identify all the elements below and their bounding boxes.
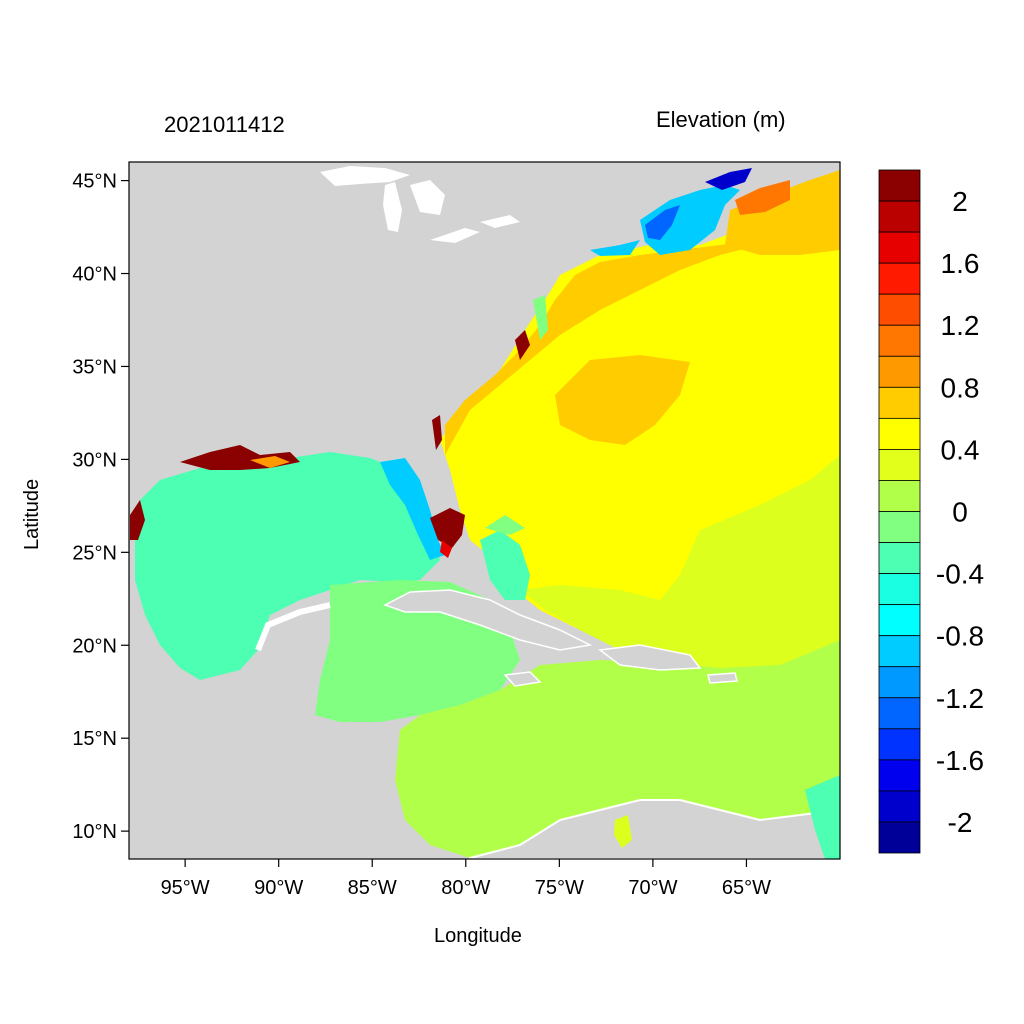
colorbar-swatch bbox=[878, 169, 921, 202]
y-tick-label: 25°N bbox=[72, 542, 117, 564]
y-tick-label: 45°N bbox=[72, 171, 117, 193]
y-tick-label: 40°N bbox=[72, 264, 117, 286]
louisiana-coast-orange bbox=[250, 456, 290, 468]
y-tick-label: 35°N bbox=[72, 356, 117, 378]
colorbar-swatch bbox=[878, 511, 921, 543]
gulf-of-mexico-field bbox=[135, 452, 440, 680]
atlantic-orange-patch-central bbox=[555, 355, 690, 445]
colorbar-label: 0 bbox=[952, 497, 968, 528]
colorbar-swatch bbox=[878, 573, 921, 606]
x-tick-label: 90°W bbox=[254, 877, 303, 899]
colorbar-swatch bbox=[878, 728, 921, 761]
lake-ontario bbox=[480, 215, 520, 228]
colorbar-swatch bbox=[878, 417, 921, 450]
south-florida-high-water bbox=[430, 508, 465, 548]
colorbar-swatch bbox=[878, 355, 921, 388]
carolina-coast-high-water bbox=[515, 330, 530, 360]
x-tick-label: 65°W bbox=[722, 877, 771, 899]
chesapeake-green bbox=[533, 295, 548, 340]
x-axis: 95°W 90°W 85°W 80°W 75°W 70°W 65°W bbox=[161, 859, 771, 899]
colorbar-label: -1.2 bbox=[936, 683, 984, 714]
lake-superior bbox=[320, 166, 410, 186]
atlantic-dark-orange-patch bbox=[735, 180, 790, 215]
x-tick-label: 80°W bbox=[441, 877, 490, 899]
lake-maracaibo bbox=[614, 815, 632, 848]
colorbar-label: 2 bbox=[952, 186, 968, 217]
yucatan-coastline bbox=[255, 602, 331, 652]
y-tick-label: 15°N bbox=[72, 728, 117, 750]
y-tick-label: 20°N bbox=[72, 635, 117, 657]
x-tick-label: 95°W bbox=[161, 877, 210, 899]
x-tick-label: 85°W bbox=[348, 877, 397, 899]
lake-michigan bbox=[383, 182, 402, 232]
gulf-of-maine-low-water bbox=[640, 185, 740, 255]
colorbar-label: 0.4 bbox=[941, 434, 980, 465]
map-frame bbox=[128, 161, 841, 860]
lake-huron bbox=[410, 180, 445, 215]
colorbar-labels: 2 1.6 1.2 0.8 0.4 0 -0.4 -0.8 -1.2 -1.6 -2 bbox=[936, 186, 984, 838]
y-axis-label: Latitude bbox=[21, 478, 43, 550]
bay-of-fundy-lowest bbox=[705, 168, 752, 190]
colorbar-swatch bbox=[878, 666, 921, 699]
x-axis-label: Longitude bbox=[434, 925, 522, 947]
map-panel bbox=[128, 161, 841, 860]
puerto-rico-island bbox=[707, 672, 738, 684]
hispaniola-island bbox=[598, 644, 702, 671]
colorbar-label: 1.6 bbox=[941, 248, 980, 279]
atlantic-southeast-band bbox=[520, 455, 840, 672]
gulf-of-maine-deep-low bbox=[645, 205, 680, 240]
lake-erie bbox=[430, 228, 480, 243]
colorbar-label: -1.6 bbox=[936, 745, 984, 776]
colorbar-swatch bbox=[878, 635, 921, 668]
colorbar-swatch bbox=[878, 293, 921, 326]
x-tick-label: 75°W bbox=[535, 877, 584, 899]
bahamas-bank-green bbox=[485, 515, 525, 535]
south-florida-red-edge bbox=[440, 540, 452, 558]
colorbar-swatch bbox=[878, 200, 921, 233]
long-island-sound-low bbox=[590, 240, 640, 256]
cuba-island bbox=[383, 589, 593, 651]
date-label: 2021011412 bbox=[164, 112, 285, 137]
colorbar-swatch bbox=[878, 386, 921, 419]
colorbar-swatch bbox=[878, 231, 921, 264]
y-tick-label: 30°N bbox=[72, 449, 117, 471]
variable-label: Elevation (m) bbox=[656, 107, 786, 132]
colorbar-swatch bbox=[878, 697, 921, 730]
colorbar-label: 0.8 bbox=[941, 372, 980, 403]
jamaica-island bbox=[503, 671, 542, 687]
caribbean-main-field bbox=[395, 640, 840, 858]
bahamas-bank bbox=[480, 530, 530, 600]
x-tick-label: 70°W bbox=[628, 877, 677, 899]
colorbar-swatch bbox=[878, 821, 921, 854]
colorbar-swatch bbox=[878, 262, 921, 295]
colorbar-swatch bbox=[878, 604, 921, 637]
atlantic-orange-band-coast bbox=[445, 240, 760, 455]
colorbar-label: -0.8 bbox=[936, 621, 984, 652]
colorbar-swatch bbox=[878, 759, 921, 792]
colorbar bbox=[878, 169, 921, 854]
atlantic-orange-patch-northeast bbox=[725, 170, 840, 255]
colorbar-swatch bbox=[878, 542, 921, 574]
east-caribbean-cyan bbox=[805, 775, 840, 859]
colorbar-label: 1.2 bbox=[941, 310, 980, 341]
colorbar-label: -2 bbox=[948, 807, 973, 838]
colorbar-swatch bbox=[878, 324, 921, 357]
y-tick-label: 10°N bbox=[72, 821, 117, 843]
y-axis: 45°N 40°N 35°N 30°N 25°N 20°N 15°N 10°N bbox=[72, 171, 129, 843]
florida-shelf-low bbox=[380, 458, 445, 560]
colorbar-swatch bbox=[878, 449, 921, 481]
colorbar-label: -0.4 bbox=[936, 559, 984, 590]
south-america-land bbox=[469, 799, 840, 859]
colorbar-swatch bbox=[878, 790, 921, 823]
texas-coast-high-water bbox=[130, 500, 145, 540]
georgia-coast-high-water bbox=[432, 415, 442, 450]
colorbar-swatch bbox=[878, 480, 921, 512]
